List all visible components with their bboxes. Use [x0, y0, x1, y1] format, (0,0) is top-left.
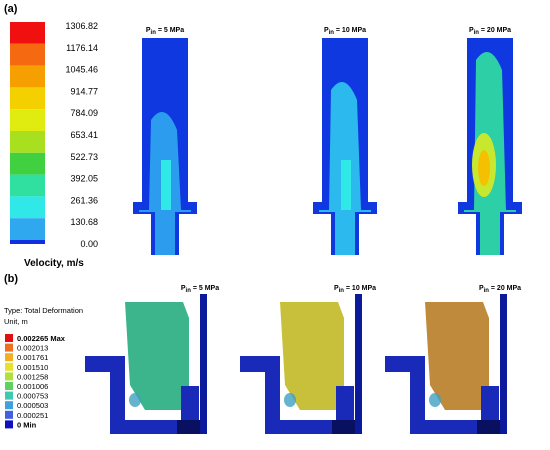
deformed-part: [425, 302, 489, 410]
case-label-part: = 10 MPa: [344, 285, 376, 292]
case-label-part: in: [186, 288, 192, 294]
deformed-part: [280, 302, 344, 410]
legend-box: [5, 362, 13, 371]
legend-label: 0.000753: [17, 392, 48, 401]
colorbar-box: [10, 87, 45, 110]
legend-label: 0.001510: [17, 363, 48, 372]
legend-box: [5, 382, 13, 390]
case-label-part: P: [469, 27, 474, 34]
case-label-part: = 20 MPa: [479, 27, 511, 34]
panel-label: (a): [4, 3, 18, 15]
contact-zone: [284, 393, 296, 407]
colorbar-label: 130.68: [70, 217, 98, 227]
colorbar-label: 261.36: [70, 195, 98, 205]
hot-region: [478, 150, 490, 186]
case-label: Pin = 10 MPa: [334, 285, 376, 294]
housing: [355, 294, 362, 434]
colorbar-box: [10, 174, 45, 197]
case-label-part: P: [181, 285, 186, 292]
housing: [200, 294, 207, 434]
velocity-colorbar: 1306.82 1176.14 1045.46 914.77 784.09 653.41 5…: [10, 21, 98, 249]
case-label: Pin = 20 MPa: [479, 285, 521, 294]
legend-label: 0 Min: [17, 420, 37, 429]
legend-label: 0.000503: [17, 401, 48, 410]
plug: [177, 420, 200, 434]
legend-label: 0.001258: [17, 372, 48, 381]
base: [85, 356, 200, 434]
colorbar-box: [10, 22, 45, 44]
colorbar-label: 1306.82: [65, 21, 98, 31]
step: [336, 386, 354, 420]
panel-label: (b): [4, 273, 18, 285]
colorbar-label: 0.00: [80, 239, 98, 249]
case-label-part: = 5 MPa: [191, 285, 219, 292]
legend-label: 0.002013: [17, 344, 48, 353]
case-label-part: = 20 MPa: [489, 285, 521, 292]
deformation-legend: 0.002265 Max0.0020130.0017610.0015100.00…: [5, 334, 66, 429]
core-region: [341, 160, 351, 210]
colorbar-label: 1176.14: [66, 43, 98, 53]
colorbar-box: [10, 218, 45, 240]
case-label-part: P: [479, 285, 484, 292]
base: [385, 356, 500, 434]
colorbar-label: 522.73: [70, 152, 98, 162]
type-text: Type: Total Deformation: [4, 306, 83, 315]
legend-label: 0.001761: [17, 353, 48, 362]
contact-zone: [429, 393, 441, 407]
colorbar-label: 784.09: [70, 108, 98, 118]
colorbar-box: [10, 196, 45, 219]
contact-zone: [129, 393, 141, 407]
colorbar-box: [10, 43, 45, 66]
legend-title: Velocity, m/s: [24, 258, 84, 269]
velocity-contours: Pin = 5 MPa Pin = 10 MPa Pin = 20 MPa: [133, 27, 522, 255]
case-label-part: = 10 MPa: [334, 27, 366, 34]
case-label-part: P: [324, 27, 329, 34]
colorbar-label: 1045.46: [65, 65, 98, 75]
case-label: Pin = 5 MPa: [146, 27, 184, 36]
deformed-part: [125, 302, 189, 410]
step: [181, 386, 199, 420]
base: [240, 356, 355, 434]
core-region: [161, 160, 171, 210]
case-label-part: in: [474, 30, 480, 36]
colorbar-box: [10, 240, 45, 244]
case-label-part: in: [339, 288, 345, 294]
legend-label: 0.002265 Max: [17, 334, 66, 343]
colorbar-label: 653.41: [70, 130, 98, 140]
colorbar-box: [10, 131, 45, 153]
colorbar-label: 914.77: [70, 86, 98, 96]
case-label-part: P: [334, 285, 339, 292]
case-label: Pin = 20 MPa: [469, 27, 511, 36]
legend-label: 0.001006: [17, 382, 48, 391]
colorbar-box: [10, 65, 45, 88]
housing: [500, 294, 507, 434]
unit-text: Unit, m: [4, 317, 28, 326]
case-label-part: = 5 MPa: [156, 27, 184, 34]
case-label: Pin = 10 MPa: [324, 27, 366, 36]
legend-box: [5, 401, 13, 410]
legend-box: [5, 343, 13, 352]
legend-label: 0.000251: [17, 411, 48, 420]
legend-box: [5, 410, 13, 419]
legend-box: [5, 372, 13, 381]
case-label-part: in: [151, 30, 157, 36]
colorbar-box: [10, 152, 45, 175]
plug: [477, 420, 500, 434]
legend-box: [5, 420, 13, 429]
colorbar-label: 392.05: [70, 174, 98, 184]
plug: [332, 420, 355, 434]
deformation-contours: Pin = 5 MPa Pin = 10 MPa Pin = 20 MPa: [85, 285, 521, 434]
case-label: Pin = 5 MPa: [181, 285, 219, 294]
legend-box: [5, 334, 13, 342]
case-label-part: P: [146, 27, 151, 34]
legend-box: [5, 391, 13, 400]
step: [481, 386, 499, 420]
case-label-part: in: [484, 288, 490, 294]
colorbar-box: [10, 109, 45, 131]
case-label-part: in: [329, 30, 335, 36]
legend-box: [5, 353, 13, 362]
